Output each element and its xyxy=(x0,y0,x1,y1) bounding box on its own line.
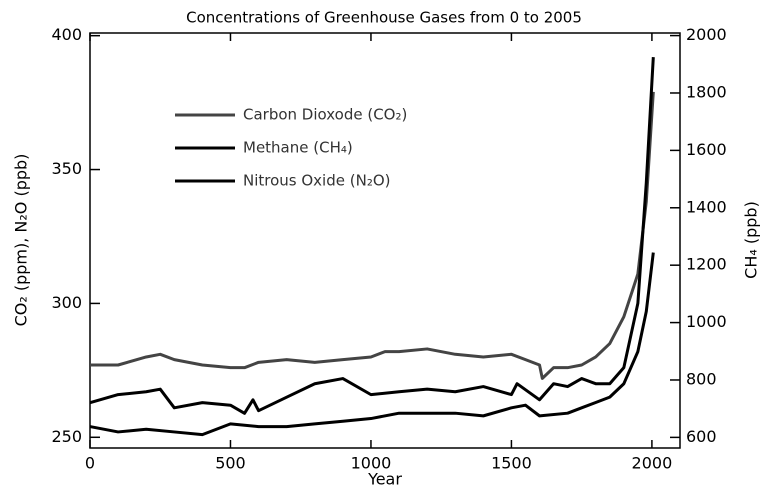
legend-label: Methane (CH₄) xyxy=(243,139,353,157)
y2-tick-label: 1400 xyxy=(686,197,727,216)
y-tick-label: 400 xyxy=(51,25,82,44)
y2-tick-label: 1000 xyxy=(686,312,727,331)
chart-title: Concentrations of Greenhouse Gases from … xyxy=(186,9,582,27)
y-tick-label: 250 xyxy=(51,427,82,446)
y2-tick-label: 1800 xyxy=(686,82,727,101)
plot-frame xyxy=(89,32,681,449)
y2-tick-label: 600 xyxy=(686,427,717,446)
x-tick-label: 500 xyxy=(215,454,246,473)
x-tick-label: 1500 xyxy=(491,454,532,473)
y2-tick-label: 1600 xyxy=(686,140,727,159)
series-line xyxy=(89,252,655,437)
y-tick-label: 300 xyxy=(51,293,82,312)
y2-tick-label: 2000 xyxy=(686,25,727,44)
y-axis-label: CO₂ (ppm), N₂O (ppb) xyxy=(12,154,31,327)
legend-label: Nitrous Oxide (N₂O) xyxy=(243,172,391,190)
y2-tick-label: 800 xyxy=(686,369,717,388)
series-line xyxy=(90,91,655,380)
y2-tick-label: 1200 xyxy=(686,255,727,274)
series-line xyxy=(89,57,655,415)
y2-axis-label: CH₄ (ppb) xyxy=(742,201,761,279)
x-tick-label: 1000 xyxy=(351,454,392,473)
legend-label: Carbon Dioxode (CO₂) xyxy=(243,106,407,124)
x-tick-label: 2000 xyxy=(632,454,673,473)
x-axis-label: Year xyxy=(367,470,402,489)
y-tick-label: 350 xyxy=(51,159,82,178)
x-tick-label: 0 xyxy=(85,454,95,473)
